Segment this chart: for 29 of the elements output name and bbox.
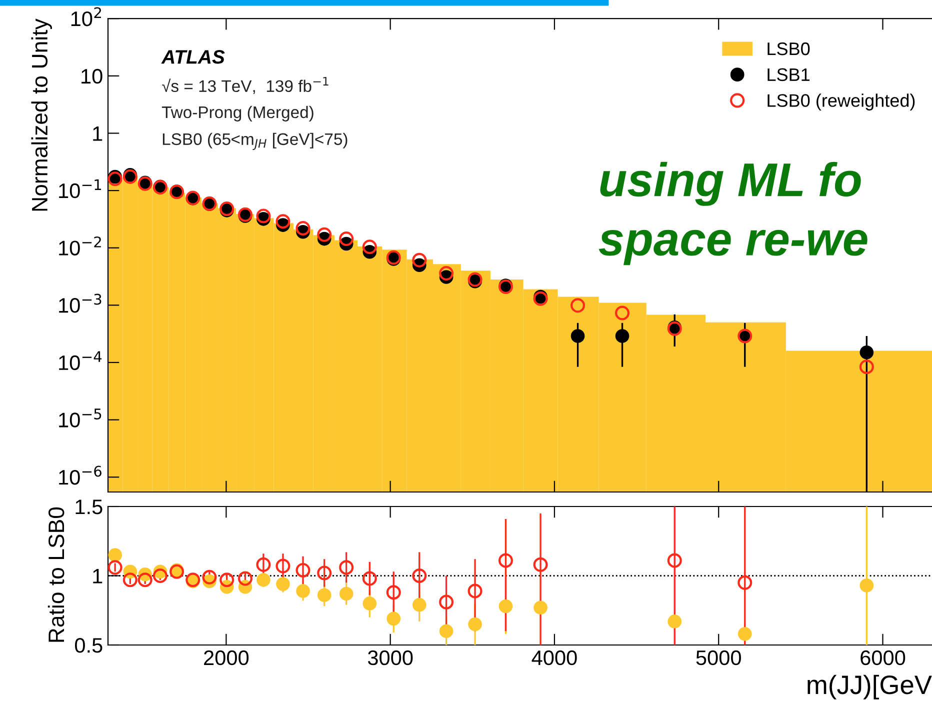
y-tick-label: 10$^{−6}$ — [59, 466, 102, 485]
y-tick-label: 10$^{−5}$ — [59, 408, 102, 428]
y-tick-label: 10$^{−1}$ — [59, 179, 102, 198]
x-tick-label: 5000 — [696, 650, 741, 666]
annotation: √s = 13 TeV, 139 fb$^{−1}$ — [162, 76, 328, 94]
y-tick-label: 1 — [93, 568, 102, 584]
x-tick-label: 3000 — [368, 650, 413, 666]
y-tick-label: 10$^{2}$ — [71, 7, 101, 26]
y-axis-title: Ratio to LSB0 — [48, 507, 64, 642]
y-tick-label: 10$^{−3}$ — [59, 294, 102, 313]
y-tick-label: 10 — [82, 68, 102, 84]
annotation: LSB0 (65<m$_{JH}$ [GeV]<75) — [162, 132, 348, 150]
y-axis-title: Normalized to Unity — [31, 18, 52, 211]
y-tick-label: 1.5 — [76, 500, 102, 514]
y-tick-label: 1 — [93, 126, 102, 141]
legend-label: LSB1 — [768, 68, 810, 82]
annotation: space re-we — [598, 230, 868, 266]
y-tick-label: 10$^{−4}$ — [59, 351, 102, 370]
x-tick-label: 2000 — [204, 650, 249, 666]
legend-label: LSB0 — [768, 42, 810, 56]
x-axis-title: m(JJ)[GeV — [808, 674, 932, 700]
y-tick-label: 0.5 — [74, 638, 102, 653]
legend-label: LSB0 (reweighted) — [768, 94, 915, 110]
annotation: Two-Prong (Merged) — [162, 106, 314, 122]
x-tick-label: 4000 — [532, 650, 577, 666]
annotation: ATLAS — [161, 50, 225, 64]
y-tick-label: 10$^{−2}$ — [59, 236, 101, 256]
annotation: using ML fo — [600, 162, 861, 206]
x-tick-label: 6000 — [860, 650, 906, 666]
